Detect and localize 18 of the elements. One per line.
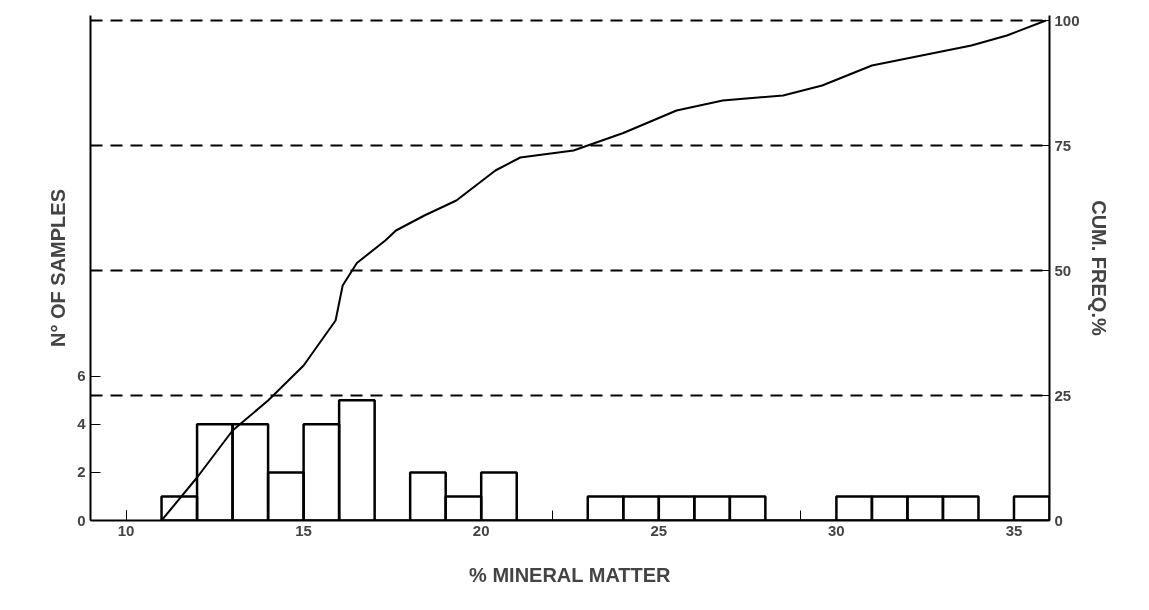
y-tick-label: 2 (77, 463, 86, 481)
y2-axis-title: CUM. FREQ.% (1087, 200, 1110, 336)
y2-tick-label: 75 (1054, 136, 1072, 154)
y2-tick-label: 25 (1054, 386, 1072, 404)
x-tick-label: 25 (650, 521, 668, 539)
x-tick-label: 15 (295, 521, 312, 539)
x-tick-label: 10 (117, 521, 135, 539)
y2-tick-label: 100 (1054, 11, 1080, 29)
x-tick-label: 35 (1005, 521, 1023, 539)
x-tick-label: 30 (828, 521, 845, 539)
y-tick-label: 4 (77, 415, 87, 433)
y-tick-label: 6 (77, 367, 86, 385)
y-axis-title: N° OF SAMPLES (47, 188, 70, 347)
x-tick-label: 20 (472, 521, 490, 539)
y2-tick-label: 50 (1054, 261, 1072, 279)
y-tick-label: 0 (77, 511, 86, 529)
x-axis-title: % MINERAL MATTER (469, 563, 672, 586)
y2-tick-label: 0 (1054, 511, 1063, 529)
